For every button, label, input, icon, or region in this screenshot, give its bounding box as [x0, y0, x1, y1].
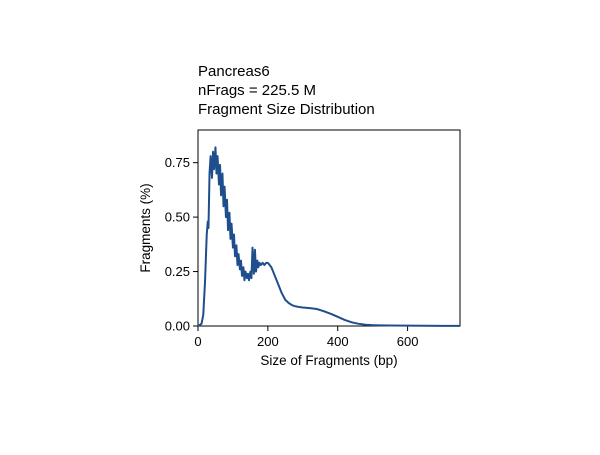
x-tick-label: 600: [397, 334, 419, 349]
x-tick-label: 200: [257, 334, 279, 349]
x-tick-label: 0: [194, 334, 201, 349]
plot-frame: [197, 129, 461, 327]
x-axis-label: Size of Fragments (bp): [260, 353, 397, 368]
y-tick-label: 0.00: [165, 319, 190, 334]
series-line: [197, 146, 461, 327]
x-axis: 0 200 400 600: [194, 326, 418, 349]
y-tick-label: 0.50: [165, 210, 190, 225]
y-axis: 0.00 0.25 0.50 0.75: [165, 155, 198, 334]
chart-title-line-1: Pancreas6: [198, 63, 270, 80]
chart-title-line-3: Fragment Size Distribution: [198, 101, 375, 118]
y-tick-label: 0.25: [165, 264, 190, 279]
y-tick-label: 0.75: [165, 155, 190, 170]
x-tick-label: 400: [327, 334, 349, 349]
y-axis-label: Fragments (%): [138, 183, 153, 272]
chart-title-line-2: nFrags = 225.5 M: [198, 82, 316, 99]
